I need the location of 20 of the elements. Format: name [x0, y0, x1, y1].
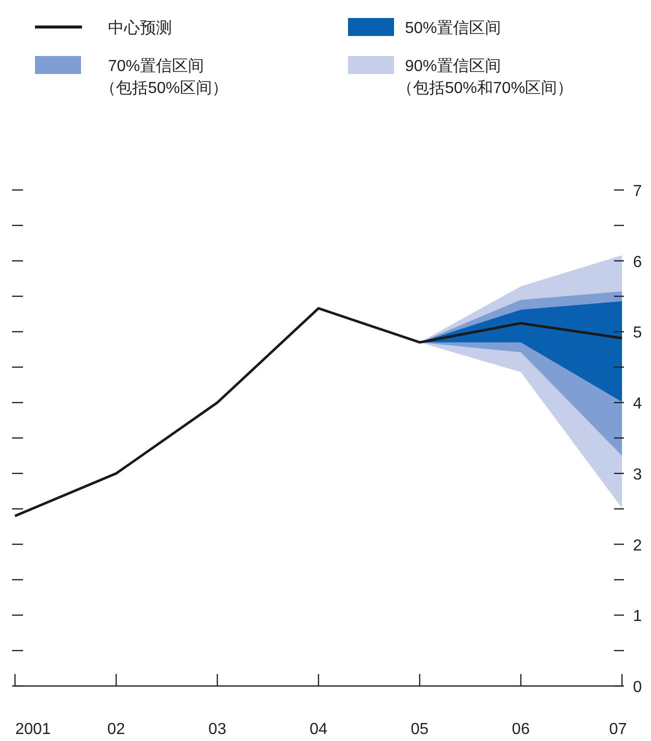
- x-tick-label: 03: [208, 721, 226, 738]
- y-tick-label: 7: [633, 183, 642, 200]
- x-tick-label: 04: [310, 721, 328, 738]
- y-tick-label: 2: [633, 537, 642, 554]
- legend-label: 中心预测: [108, 19, 172, 37]
- x-tick-label: 06: [512, 721, 530, 738]
- legend-label: 50%置信区间: [405, 19, 502, 37]
- x-tick-label: 07: [609, 721, 627, 738]
- y-tick-label: 1: [633, 608, 642, 626]
- y-tick-label: 6: [633, 254, 642, 271]
- y-tick-label: 0: [633, 679, 642, 696]
- y-tick-label: 3: [633, 466, 642, 484]
- y-tick-label: 4: [633, 396, 642, 413]
- y-tick-label: 5: [633, 324, 642, 342]
- x-tick-label: 2001: [15, 721, 51, 738]
- line-series: [14, 307, 624, 518]
- x-tick-label: 05: [410, 721, 429, 738]
- legend-label: 70%置信区间（包括50%区间）: [100, 57, 228, 97]
- legend-label: 90%置信区间（包括50%和70%区间）: [397, 57, 574, 97]
- x-tick-label: 02: [107, 721, 126, 738]
